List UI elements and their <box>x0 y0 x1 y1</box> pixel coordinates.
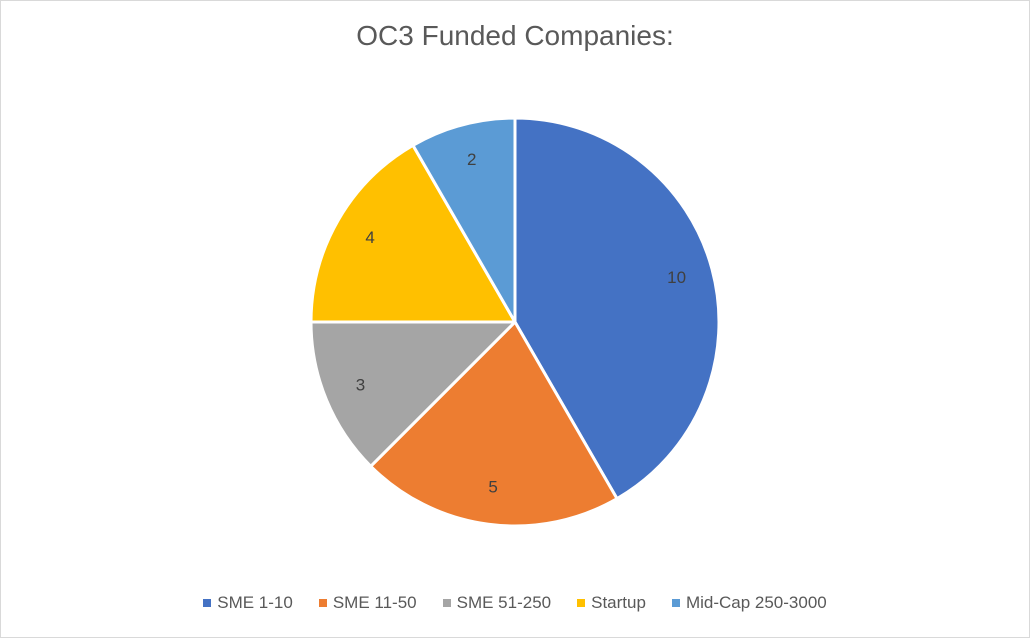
legend-item-startup: Startup <box>577 593 646 613</box>
legend-label-sme-11-50: SME 11-50 <box>332 593 417 612</box>
legend-swatch-mid-cap-250-3000 <box>671 599 680 607</box>
legend-swatch-sme-11-50 <box>318 599 327 607</box>
data-label-startup: 4 <box>365 228 374 247</box>
legend-label-mid-cap-250-3000: Mid-Cap 250-3000 <box>685 593 827 612</box>
data-label-sme-1-10: 10 <box>667 268 686 287</box>
legend-item-sme-51-250: SME 51-250 <box>442 593 552 613</box>
legend-swatch-sme-1-10 <box>203 599 212 607</box>
pie-slice-sme-11-50 <box>369 320 619 528</box>
chart-title: OC3 Funded Companies: <box>356 20 674 51</box>
pie-slice-sme-51-250 <box>309 320 517 468</box>
data-label-sme-11-50: 5 <box>488 477 497 496</box>
legend-item-sme-11-50: SME 11-50 <box>318 593 417 613</box>
pie-slice-startup <box>309 143 517 324</box>
legend-swatch-startup <box>577 599 586 607</box>
pie-slice-mid-cap-250-3000 <box>411 116 517 324</box>
legend-label-sme-1-10: SME 1-10 <box>217 593 293 612</box>
legend-item-sme-1-10: SME 1-10 <box>203 593 293 613</box>
data-label-mid-cap-250-3000: 2 <box>467 150 476 169</box>
legend-label-sme-51-250: SME 51-250 <box>456 593 552 612</box>
legend-swatch-sme-51-250 <box>442 599 451 607</box>
pie-slice-sme-1-10 <box>513 116 721 501</box>
legend-item-mid-cap-250-3000: Mid-Cap 250-3000 <box>671 593 827 613</box>
data-label-sme-51-250: 3 <box>356 375 365 394</box>
legend-label-startup: Startup <box>591 593 646 612</box>
chart-legend: SME 1-10 SME 11-50 SME 51-250 Startup Mid-Ca… <box>0 593 1030 613</box>
